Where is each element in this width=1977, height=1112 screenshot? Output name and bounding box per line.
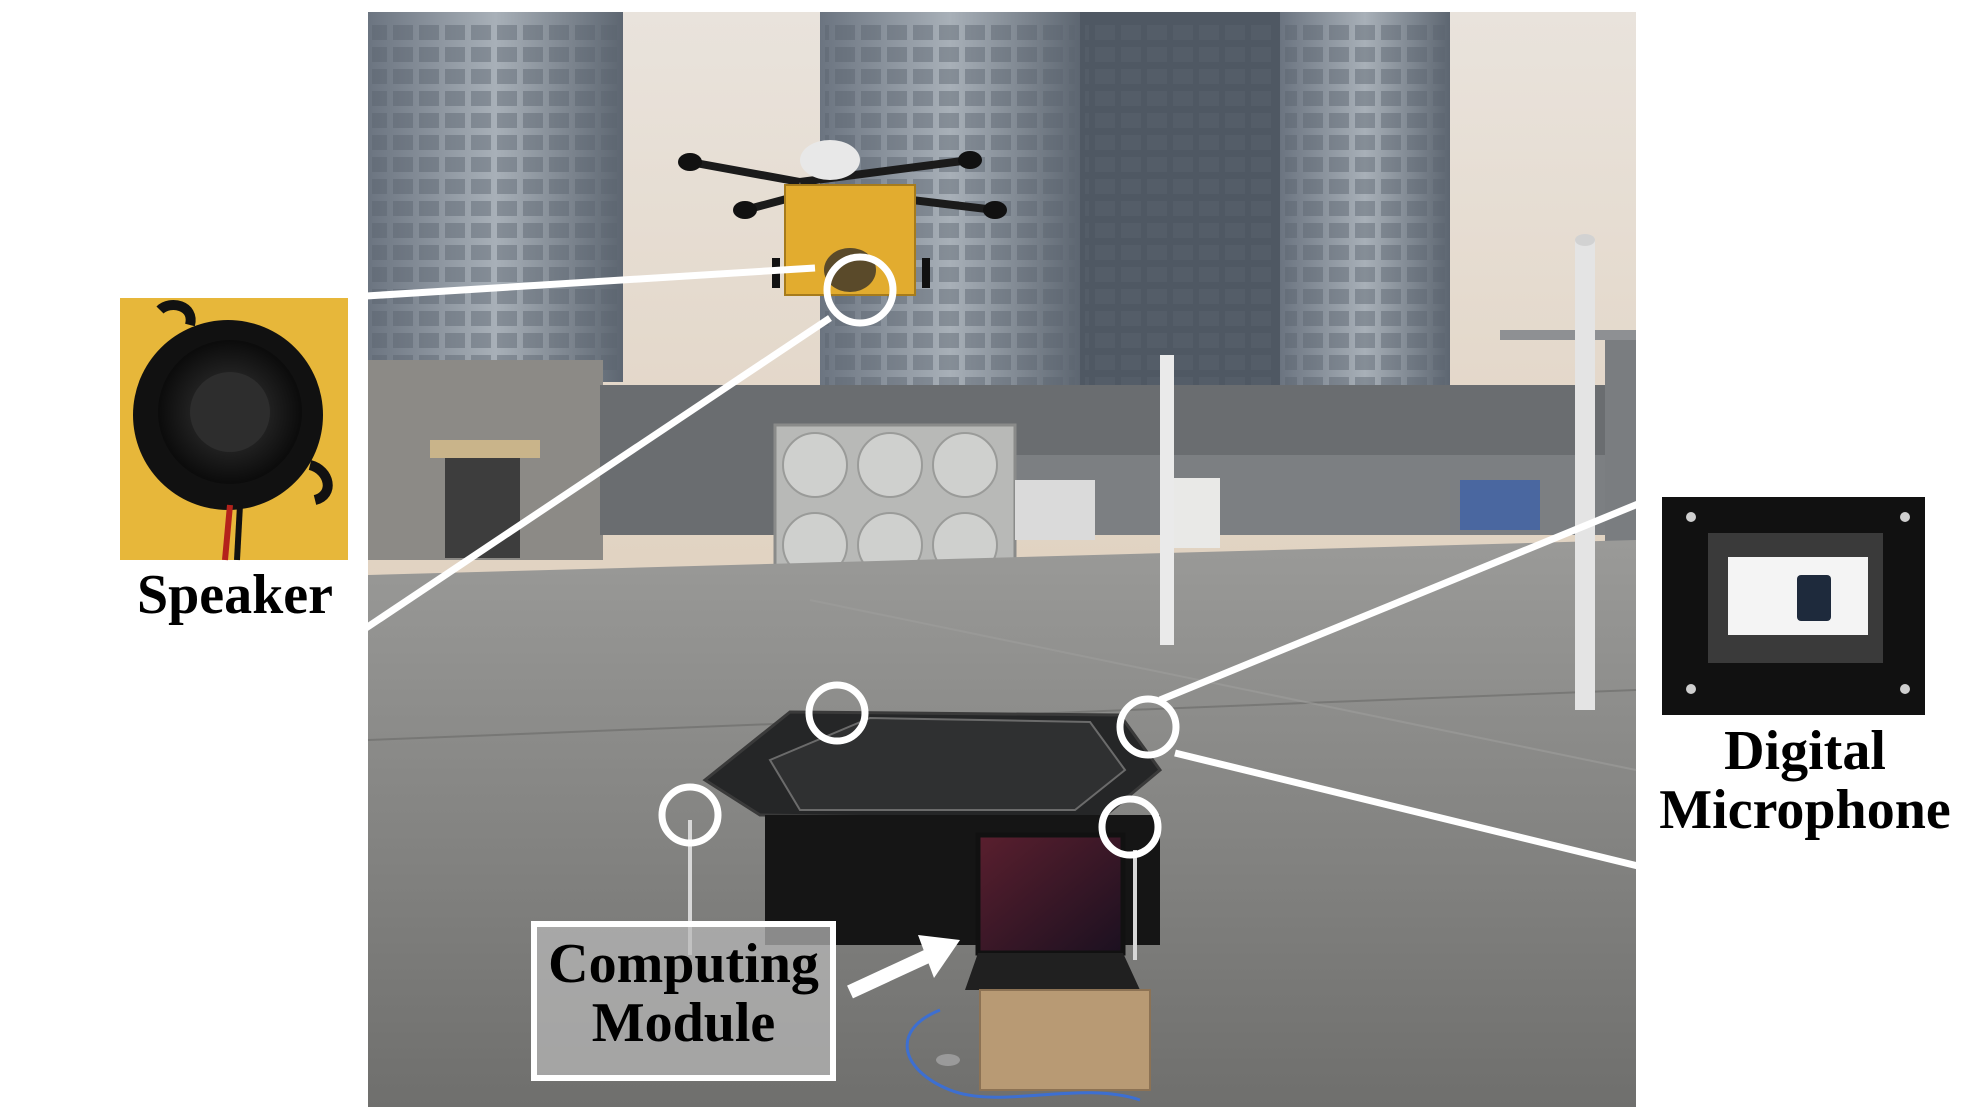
microphone-label-line1: Digital — [1724, 720, 1886, 782]
computing-module-label-box — [531, 921, 836, 1081]
speaker-inset-photo — [120, 298, 348, 561]
digital-microphone-label: Digital Microphone — [1640, 722, 1970, 840]
microphone-inset-photo — [1662, 497, 1925, 715]
speaker-callout — [364, 253, 897, 631]
computing-module-label: Computing Module — [531, 935, 836, 1053]
rooftop-photo — [367, 12, 1637, 1107]
computing-module-arrow — [847, 935, 960, 999]
microphone-callouts — [658, 500, 1640, 870]
microphone-label-line2: Microphone — [1659, 778, 1951, 841]
speaker-label: Speaker — [137, 564, 333, 626]
module-label-line2: Module — [591, 991, 776, 1054]
module-label-line1: Computing — [548, 933, 819, 995]
